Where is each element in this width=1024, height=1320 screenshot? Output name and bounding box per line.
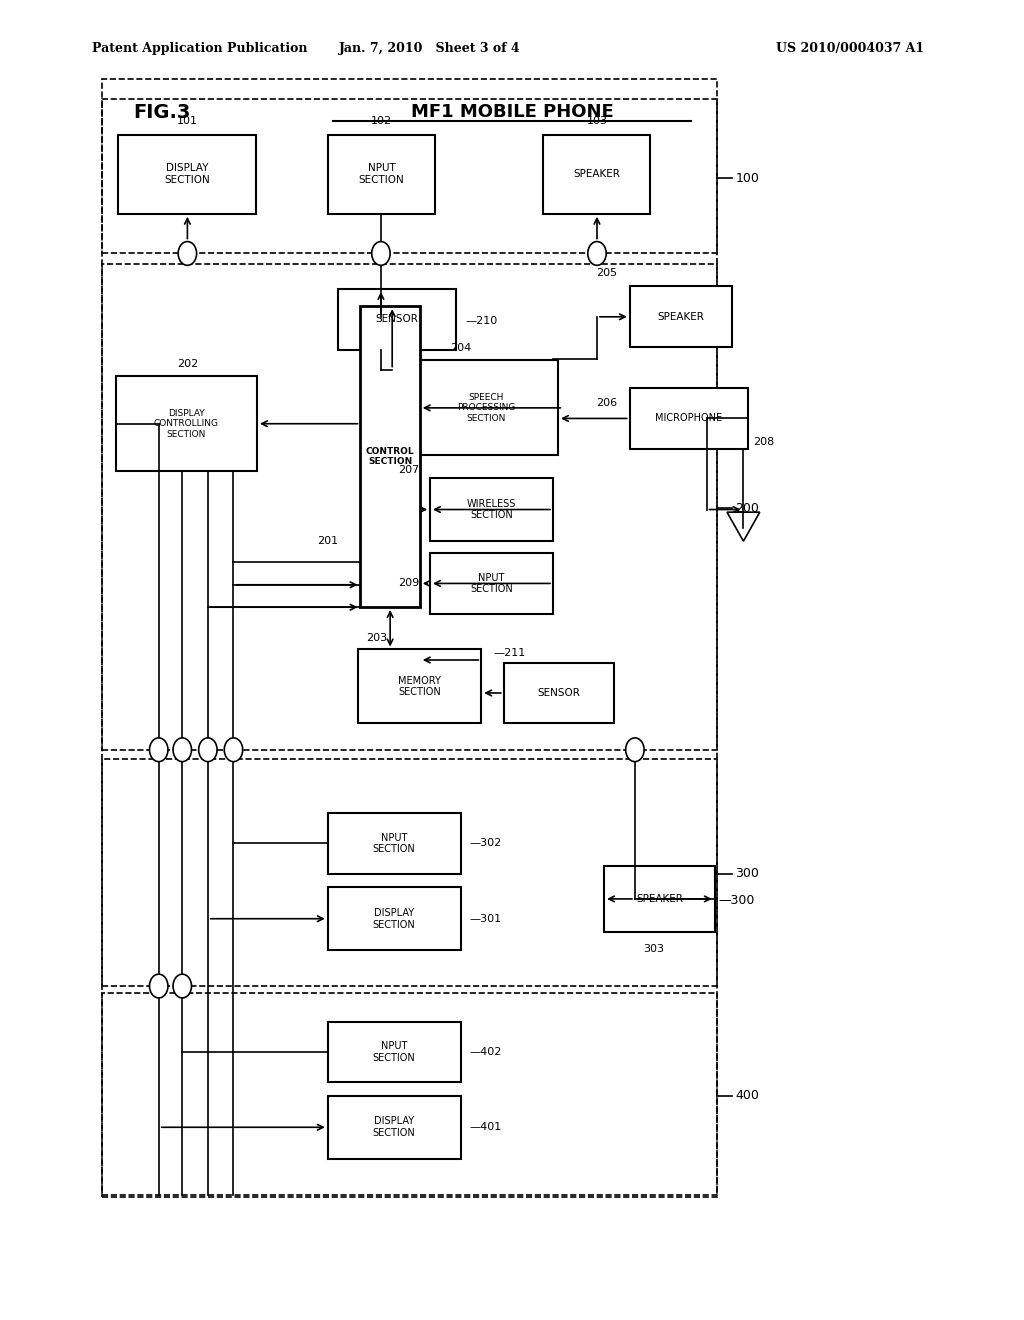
Text: Patent Application Publication: Patent Application Publication <box>92 42 307 55</box>
Text: DISPLAY
CONTROLLING
SECTION: DISPLAY CONTROLLING SECTION <box>154 409 219 438</box>
Text: NPUT
SECTION: NPUT SECTION <box>358 164 404 185</box>
Text: —402: —402 <box>469 1047 502 1057</box>
Circle shape <box>173 974 191 998</box>
Text: 300: 300 <box>735 867 759 880</box>
Text: 400: 400 <box>735 1089 759 1102</box>
Text: 103: 103 <box>587 116 607 127</box>
Text: 207: 207 <box>398 465 420 475</box>
Text: Jan. 7, 2010   Sheet 3 of 4: Jan. 7, 2010 Sheet 3 of 4 <box>339 42 521 55</box>
Text: 100: 100 <box>735 172 759 185</box>
Text: —301: —301 <box>469 913 501 924</box>
Text: SPEAKER: SPEAKER <box>636 894 683 904</box>
Circle shape <box>150 974 168 998</box>
Text: 200: 200 <box>735 502 759 515</box>
Text: FIG.3: FIG.3 <box>133 103 190 121</box>
Bar <box>102 99 717 253</box>
Text: DISPLAY
SECTION: DISPLAY SECTION <box>373 1117 416 1138</box>
Text: MICROPHONE: MICROPHONE <box>655 413 722 424</box>
Bar <box>338 289 456 350</box>
Text: SPEAKER: SPEAKER <box>657 312 705 322</box>
Circle shape <box>224 738 243 762</box>
Text: —211: —211 <box>494 648 525 659</box>
Bar <box>328 887 461 950</box>
Text: SPEECH
PROCESSING
SECTION: SPEECH PROCESSING SECTION <box>457 393 516 422</box>
Text: 202: 202 <box>177 359 198 370</box>
Text: WIRELESS
SECTION: WIRELESS SECTION <box>467 499 516 520</box>
Bar <box>430 478 553 541</box>
Text: DISPLAY
SECTION: DISPLAY SECTION <box>373 908 416 929</box>
Text: 102: 102 <box>371 116 391 127</box>
Text: 205: 205 <box>596 268 617 279</box>
Bar <box>604 866 715 932</box>
Text: DISPLAY
SECTION: DISPLAY SECTION <box>164 164 210 185</box>
Text: SENSOR: SENSOR <box>538 688 581 698</box>
Text: SPEAKER: SPEAKER <box>573 169 620 180</box>
Circle shape <box>588 242 606 265</box>
Text: SENSOR: SENSOR <box>376 314 418 325</box>
Bar <box>328 135 435 214</box>
Text: 101: 101 <box>177 116 198 127</box>
Circle shape <box>199 738 217 762</box>
Circle shape <box>372 242 390 265</box>
Text: NPUT
SECTION: NPUT SECTION <box>470 573 513 594</box>
Bar <box>358 649 481 723</box>
Text: NPUT
SECTION: NPUT SECTION <box>373 833 416 854</box>
Text: NPUT
SECTION: NPUT SECTION <box>373 1041 416 1063</box>
Text: —300: —300 <box>719 894 756 907</box>
Text: —302: —302 <box>469 838 501 849</box>
Circle shape <box>626 738 644 762</box>
Text: 201: 201 <box>316 536 338 546</box>
Bar <box>102 79 717 1195</box>
Bar <box>102 264 717 750</box>
Bar <box>102 993 717 1197</box>
Bar <box>543 135 650 214</box>
Bar <box>328 813 461 874</box>
Text: 206: 206 <box>596 397 617 408</box>
Text: 208: 208 <box>753 437 774 447</box>
Text: 303: 303 <box>643 944 664 954</box>
Bar <box>630 286 732 347</box>
Circle shape <box>178 242 197 265</box>
Bar <box>328 1022 461 1082</box>
Text: CONTROL
SECTION: CONTROL SECTION <box>366 447 415 466</box>
Bar <box>630 388 748 449</box>
Bar <box>118 135 256 214</box>
Text: 209: 209 <box>398 578 420 589</box>
Text: 204: 204 <box>451 343 472 354</box>
Bar <box>116 376 257 471</box>
Bar <box>360 306 420 607</box>
Text: MF1 MOBILE PHONE: MF1 MOBILE PHONE <box>411 103 613 121</box>
Bar <box>504 663 614 723</box>
Text: 203: 203 <box>367 632 388 643</box>
Text: MEMORY
SECTION: MEMORY SECTION <box>398 676 441 697</box>
Text: US 2010/0004037 A1: US 2010/0004037 A1 <box>776 42 924 55</box>
Text: —210: —210 <box>466 315 498 326</box>
Bar <box>430 553 553 614</box>
Text: —401: —401 <box>469 1122 501 1133</box>
Circle shape <box>173 738 191 762</box>
Bar <box>328 1096 461 1159</box>
Bar <box>415 360 558 455</box>
Circle shape <box>150 738 168 762</box>
Bar <box>102 759 717 986</box>
